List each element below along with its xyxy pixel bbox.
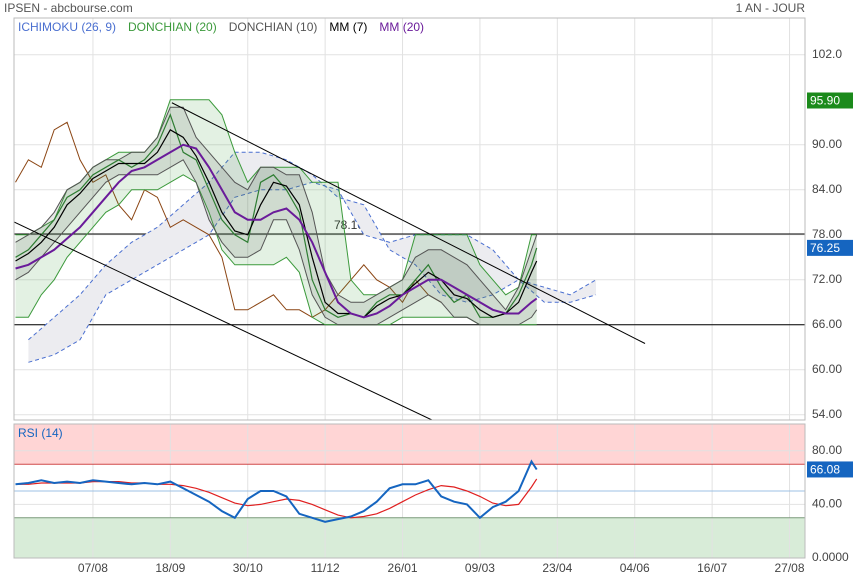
x-tick-label: 16/07 bbox=[697, 561, 727, 575]
y-tick-label: 0.0000 bbox=[812, 550, 849, 564]
x-tick-label: 27/08 bbox=[775, 561, 805, 575]
x-tick-label: 09/03 bbox=[465, 561, 495, 575]
zone bbox=[14, 424, 805, 465]
series-line bbox=[15, 113, 538, 318]
y-tick-label: 80.00 bbox=[812, 443, 842, 457]
x-tick-label: 18/09 bbox=[155, 561, 185, 575]
y-tick-label: 72.00 bbox=[812, 272, 842, 286]
zone bbox=[14, 517, 805, 558]
x-tick-label: 23/04 bbox=[542, 561, 572, 575]
x-tick-label: 26/01 bbox=[388, 561, 418, 575]
legend-entry: DONCHIAN (20) bbox=[128, 20, 217, 34]
band-upper bbox=[15, 106, 538, 311]
legend-entry: MM (20) bbox=[379, 20, 424, 34]
panel-frame bbox=[13, 423, 806, 559]
period: 1 AN - JOUR bbox=[736, 1, 806, 15]
panel bbox=[14, 424, 805, 558]
band-lower bbox=[15, 159, 538, 326]
value-marker bbox=[807, 92, 853, 109]
value-marker bbox=[807, 461, 853, 478]
y-tick-label: 66.00 bbox=[812, 317, 842, 331]
series-line bbox=[15, 128, 538, 318]
value-marker-label: 66.08 bbox=[810, 463, 840, 477]
y-tick-label: 90.00 bbox=[812, 137, 842, 151]
value-marker bbox=[807, 239, 853, 256]
legend-entry: DONCHIAN (10) bbox=[229, 20, 318, 34]
y-tick-label: 60.00 bbox=[812, 362, 842, 376]
x-tick-label: 07/08 bbox=[78, 561, 108, 575]
trend-line bbox=[14, 221, 433, 420]
y-tick-label: 84.00 bbox=[812, 182, 842, 196]
value-marker-label: 95.90 bbox=[810, 94, 840, 108]
x-tick-label: 30/10 bbox=[233, 561, 263, 575]
panel-frame bbox=[13, 17, 806, 421]
series-line bbox=[15, 143, 538, 319]
series-line bbox=[15, 459, 538, 523]
legend-entry: MM (7) bbox=[329, 20, 367, 34]
legend-entry: ICHIMOKU (26, 9) bbox=[18, 20, 116, 34]
panel: 78.10 bbox=[14, 18, 805, 420]
x-tick-label: 04/06 bbox=[620, 561, 650, 575]
y-tick-label: 78.00 bbox=[812, 227, 842, 241]
y-tick-label: 40.00 bbox=[812, 497, 842, 511]
panel-bg bbox=[14, 18, 805, 420]
lagging-span bbox=[15, 121, 442, 318]
value-marker-label: 76.25 bbox=[810, 241, 840, 255]
trend-line bbox=[171, 102, 646, 344]
y-tick-label: 54.00 bbox=[812, 407, 842, 421]
legend-entry: RSI (14) bbox=[18, 426, 63, 440]
page-title: IPSEN - abcbourse.com bbox=[4, 1, 133, 15]
x-tick-label: 11/12 bbox=[311, 561, 340, 575]
y-tick-label: 102.0 bbox=[812, 47, 842, 61]
cloud-fill bbox=[28, 152, 596, 363]
